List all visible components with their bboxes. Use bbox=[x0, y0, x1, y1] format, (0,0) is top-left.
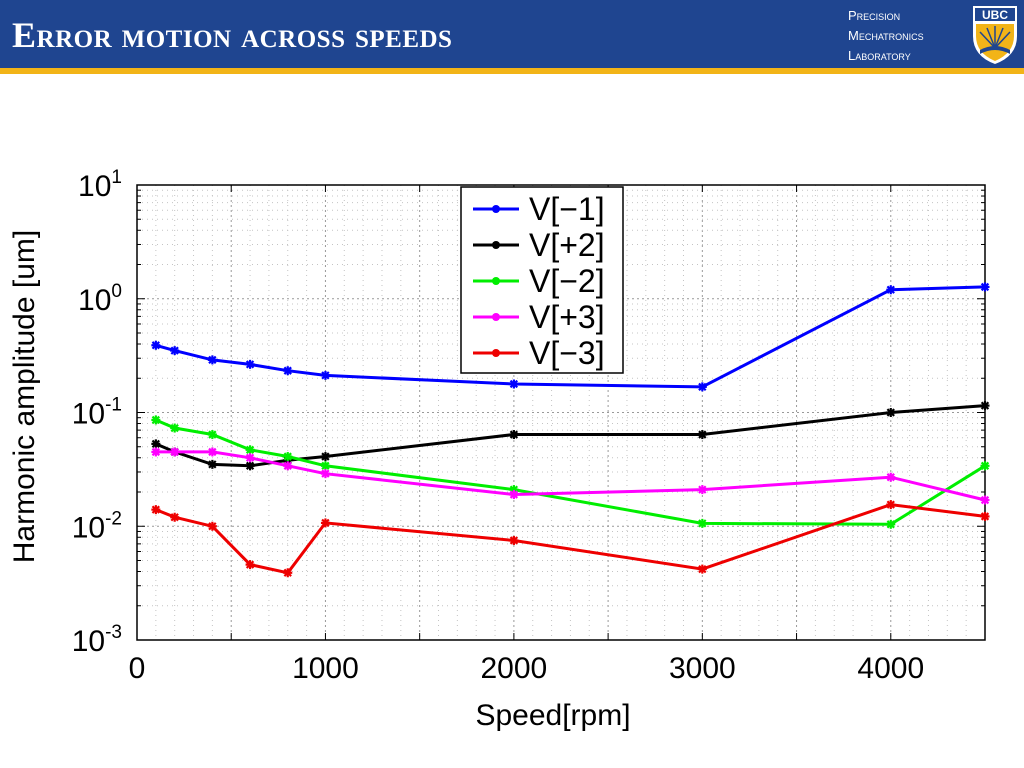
y-axis-label: Harmonic amplitude [um] bbox=[8, 230, 41, 563]
lab-name-line: Mechatronics bbox=[848, 28, 924, 43]
series-marker bbox=[886, 285, 895, 294]
legend-item: V[−3] bbox=[473, 335, 605, 371]
series-marker bbox=[980, 512, 990, 521]
series-marker bbox=[698, 430, 707, 439]
lab-name-line: Laboratory bbox=[848, 48, 911, 63]
series-marker bbox=[151, 505, 160, 514]
y-axis-tick-labels: 10-3 10-2 10-1 100 101 bbox=[72, 167, 122, 658]
series-marker bbox=[283, 568, 292, 577]
y-tick-label: 10-2 bbox=[72, 508, 122, 544]
series-marker bbox=[170, 447, 179, 457]
series-marker bbox=[321, 452, 330, 461]
ubc-logo: UBC bbox=[973, 6, 1017, 64]
series-marker bbox=[886, 500, 895, 509]
series-layer bbox=[151, 282, 990, 578]
series-marker bbox=[698, 519, 707, 528]
series-marker bbox=[886, 520, 895, 529]
series-marker bbox=[170, 423, 179, 433]
legend-label: V[+2] bbox=[529, 227, 605, 263]
series-marker bbox=[245, 560, 255, 569]
series-marker bbox=[886, 473, 895, 482]
series-marker bbox=[980, 401, 990, 410]
legend-label: V[+3] bbox=[529, 299, 605, 335]
x-tick-label: 0 bbox=[129, 652, 146, 685]
series-marker bbox=[208, 355, 217, 365]
series-2 bbox=[151, 401, 990, 471]
header-banner bbox=[0, 0, 1024, 68]
series-line bbox=[155, 418, 986, 526]
series-marker bbox=[208, 460, 217, 469]
x-tick-label: 2000 bbox=[481, 652, 548, 685]
series-marker bbox=[886, 408, 895, 417]
series-3 bbox=[151, 415, 990, 529]
series-marker bbox=[321, 518, 330, 528]
x-tick-label: 4000 bbox=[857, 652, 924, 685]
series-marker bbox=[980, 282, 990, 292]
series-marker bbox=[151, 439, 160, 449]
series-marker bbox=[245, 461, 255, 470]
series-marker bbox=[321, 371, 330, 380]
y-tick-label: 10-1 bbox=[72, 395, 122, 431]
legend-label: V[−2] bbox=[529, 263, 605, 299]
series-marker bbox=[321, 469, 330, 478]
series-line bbox=[155, 404, 986, 468]
series-marker bbox=[208, 447, 217, 457]
legend-swatch-marker bbox=[492, 205, 500, 213]
series-marker bbox=[509, 379, 519, 389]
series-marker bbox=[321, 461, 330, 470]
series-marker bbox=[698, 382, 707, 392]
series-marker bbox=[170, 513, 179, 522]
series-4 bbox=[151, 447, 990, 505]
axis-ticks bbox=[137, 184, 985, 641]
page-title: Error motion across speeds bbox=[12, 15, 453, 55]
legend-item: V[−1] bbox=[473, 191, 605, 227]
series-marker bbox=[509, 430, 519, 439]
x-tick-label: 3000 bbox=[669, 652, 736, 685]
series-1 bbox=[151, 282, 990, 392]
chart: V[−1]V[+2]V[−2]V[+3]V[−3] 10-310-210-110… bbox=[8, 167, 990, 732]
series-line bbox=[155, 285, 986, 389]
legend-label: V[−3] bbox=[529, 335, 605, 371]
svg-text:UBC: UBC bbox=[982, 8, 1008, 22]
y-tick-label: 10-3 bbox=[72, 622, 122, 658]
legend-item: V[+3] bbox=[473, 299, 605, 335]
legend: V[−1]V[+2]V[−2]V[+3]V[−3] bbox=[460, 186, 624, 374]
series-marker bbox=[208, 522, 217, 531]
header-accent-line bbox=[0, 68, 1024, 74]
series-marker bbox=[698, 485, 707, 494]
series-marker bbox=[980, 495, 990, 505]
series-marker bbox=[509, 490, 519, 499]
lab-name: Precision Mechatronics Laboratory bbox=[848, 6, 924, 66]
series-marker bbox=[509, 536, 519, 545]
lab-name-line: Precision bbox=[848, 8, 901, 23]
series-marker bbox=[170, 346, 179, 355]
x-axis-label: Speed[rpm] bbox=[475, 699, 630, 732]
series-marker bbox=[245, 360, 255, 369]
legend-label: V[−1] bbox=[529, 191, 605, 227]
y-tick-label: 101 bbox=[78, 167, 122, 203]
x-tick-label: 1000 bbox=[292, 652, 359, 685]
legend-swatch-marker bbox=[492, 277, 500, 285]
series-marker bbox=[283, 452, 292, 461]
series-marker bbox=[283, 461, 292, 470]
y-tick-label: 100 bbox=[78, 281, 122, 317]
legend-item: V[−2] bbox=[473, 263, 605, 299]
series-5 bbox=[151, 500, 990, 578]
x-axis-tick-labels: 0 1000 2000 3000 4000 bbox=[129, 652, 924, 685]
legend-swatch-marker bbox=[492, 241, 500, 249]
series-marker bbox=[980, 461, 990, 470]
series-marker bbox=[245, 445, 255, 454]
series-marker bbox=[245, 453, 255, 462]
series-line bbox=[155, 503, 986, 575]
legend-item: V[+2] bbox=[473, 227, 605, 263]
series-marker bbox=[151, 447, 160, 457]
series-line bbox=[155, 450, 986, 502]
series-marker bbox=[208, 430, 217, 439]
series-marker bbox=[151, 415, 160, 425]
legend-swatch-marker bbox=[492, 313, 500, 321]
legend-swatch-marker bbox=[492, 349, 500, 357]
series-marker bbox=[698, 564, 707, 574]
series-marker bbox=[283, 366, 292, 375]
series-marker bbox=[151, 341, 160, 350]
